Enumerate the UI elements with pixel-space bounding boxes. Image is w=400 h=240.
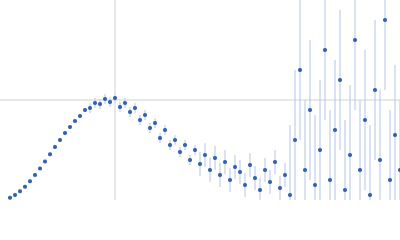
data-point xyxy=(173,138,177,142)
data-point xyxy=(58,138,62,142)
data-point xyxy=(338,78,342,82)
data-point xyxy=(298,68,302,72)
data-point xyxy=(308,108,312,112)
data-point xyxy=(8,195,12,200)
data-point xyxy=(208,168,212,172)
data-point xyxy=(68,125,72,129)
data-point xyxy=(33,173,37,177)
data-point xyxy=(233,165,237,169)
data-point xyxy=(93,101,97,105)
data-point xyxy=(108,100,112,104)
data-point xyxy=(18,189,22,194)
data-point xyxy=(353,38,357,42)
data-point xyxy=(258,188,262,192)
data-point xyxy=(348,153,352,157)
data-point xyxy=(88,106,92,110)
data-point xyxy=(243,183,247,187)
data-point xyxy=(328,178,332,182)
data-point xyxy=(163,128,167,132)
data-point xyxy=(203,153,207,157)
data-point xyxy=(63,131,67,135)
data-point xyxy=(128,110,132,114)
data-point xyxy=(238,170,242,174)
data-point xyxy=(318,148,322,152)
data-point xyxy=(228,178,232,182)
data-point xyxy=(28,179,32,184)
data-point xyxy=(333,128,337,132)
data-point xyxy=(218,173,222,177)
data-point xyxy=(113,96,117,100)
data-point xyxy=(158,136,162,140)
data-point xyxy=(253,176,257,180)
data-point xyxy=(213,156,217,160)
data-point xyxy=(273,160,277,164)
data-point xyxy=(268,180,272,184)
data-point xyxy=(393,133,397,137)
data-point xyxy=(138,118,142,122)
data-point xyxy=(83,108,87,112)
data-point xyxy=(78,114,82,118)
data-point xyxy=(343,188,347,192)
data-point xyxy=(168,143,172,147)
data-point xyxy=(378,158,382,162)
data-point xyxy=(53,145,57,149)
data-point xyxy=(383,18,387,22)
data-point xyxy=(148,126,152,130)
data-point xyxy=(283,173,287,177)
data-point xyxy=(358,168,362,172)
data-point xyxy=(123,101,127,105)
data-point xyxy=(263,168,267,172)
data-point xyxy=(153,121,157,125)
data-point xyxy=(303,168,307,172)
data-point xyxy=(293,138,297,142)
data-point xyxy=(103,97,107,101)
data-point xyxy=(133,106,137,110)
data-point xyxy=(73,119,77,123)
data-point xyxy=(118,105,122,109)
data-point xyxy=(363,118,367,122)
chart xyxy=(0,0,400,200)
data-point xyxy=(48,152,52,157)
data-point xyxy=(43,159,47,164)
data-point xyxy=(13,193,17,197)
data-point xyxy=(248,163,252,167)
data-point xyxy=(223,160,227,164)
data-point xyxy=(323,48,327,52)
data-point xyxy=(193,148,197,152)
data-point xyxy=(143,113,147,117)
data-point xyxy=(198,162,202,166)
data-point xyxy=(183,143,187,147)
data-point xyxy=(388,178,392,182)
data-point xyxy=(38,166,42,171)
data-point xyxy=(288,193,292,197)
data-point xyxy=(278,186,282,190)
data-point xyxy=(313,183,317,187)
data-point xyxy=(178,150,182,154)
data-point xyxy=(23,184,27,189)
data-point xyxy=(98,102,102,106)
data-point xyxy=(373,88,377,92)
data-point xyxy=(188,158,192,162)
data-point xyxy=(368,193,372,197)
